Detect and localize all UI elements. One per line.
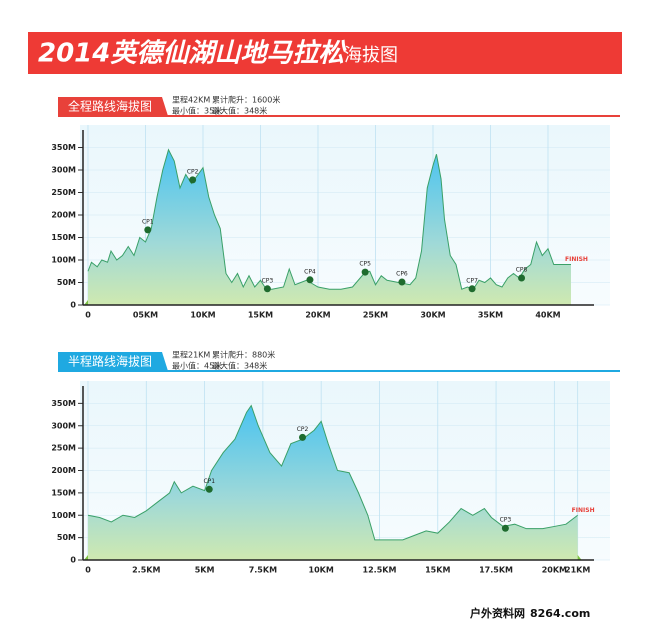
checkpoint-label: CP4 bbox=[304, 268, 316, 275]
x-tick-label: 10KM bbox=[190, 311, 215, 320]
x-tick-label: 05KM bbox=[133, 311, 158, 320]
finish-label: FINISH bbox=[565, 256, 588, 263]
header-title: 2014英德仙湖山地马拉松 bbox=[38, 39, 347, 69]
checkpoint bbox=[306, 276, 314, 284]
checkpoint bbox=[263, 285, 271, 293]
info: 最大值：348米 bbox=[212, 361, 267, 371]
checkpoint bbox=[361, 268, 369, 276]
x-tick-label: 35KM bbox=[478, 311, 503, 320]
y-tick-label: 250M bbox=[51, 188, 76, 197]
watermark: 户外资料网 bbox=[470, 606, 525, 620]
x-tick-label: 17.5KM bbox=[479, 566, 513, 575]
checkpoint-label: CP7 bbox=[466, 277, 478, 284]
x-tick-label: 15KM bbox=[248, 311, 273, 320]
info: 最大值：348米 bbox=[212, 106, 267, 116]
y-tick-label: 100M bbox=[51, 511, 76, 520]
info: 里程42KM bbox=[172, 96, 210, 105]
checkpoint-label: CP6 bbox=[396, 271, 408, 278]
info: 最小值：35米 bbox=[172, 106, 222, 116]
x-tick-label: 40KM bbox=[535, 311, 560, 320]
y-tick-label: 350M bbox=[51, 143, 76, 152]
x-tick-label: 30KM bbox=[420, 311, 445, 320]
y-tick-label: 50M bbox=[57, 533, 76, 542]
y-tick-label: 300M bbox=[51, 421, 76, 430]
info: 里程21KM bbox=[172, 351, 210, 360]
checkpoint-label: CP8 bbox=[516, 267, 528, 274]
checkpoint bbox=[189, 176, 197, 184]
checkpoint bbox=[299, 433, 307, 441]
info: 最小值：45米 bbox=[172, 361, 222, 371]
chart-title: 全程路线海拔图 bbox=[68, 99, 152, 114]
area bbox=[88, 405, 578, 560]
checkpoint bbox=[468, 285, 476, 293]
checkpoint-label: CP5 bbox=[359, 261, 371, 268]
header-subtitle: 海拔图 bbox=[344, 45, 398, 66]
y-tick-label: 150M bbox=[51, 233, 76, 242]
line bbox=[87, 404, 578, 541]
y-tick-label: 150M bbox=[51, 488, 76, 497]
y-tick-label: 300M bbox=[51, 166, 76, 175]
checkpoint-label: CP1 bbox=[203, 478, 215, 485]
x-tick-label: 20KM bbox=[542, 566, 567, 575]
y-tick-label: 250M bbox=[51, 444, 76, 453]
checkpoint-label: CP1 bbox=[142, 218, 154, 225]
x-tick-label: 10KM bbox=[309, 566, 334, 575]
header-banner bbox=[28, 32, 622, 74]
line bbox=[87, 148, 571, 290]
info: 累计爬升：1600米 bbox=[212, 95, 280, 105]
y-tick-label: 0 bbox=[70, 301, 76, 310]
info: 累计爬升：880米 bbox=[212, 350, 275, 360]
checkpoint-label: CP2 bbox=[187, 168, 199, 175]
x-tick-label: 0 bbox=[85, 311, 91, 320]
y-tick-label: 0 bbox=[70, 556, 76, 565]
chart-tab bbox=[58, 97, 168, 116]
y-tick-label: 350M bbox=[51, 399, 76, 408]
chart-title: 半程路线海拔图 bbox=[68, 354, 152, 369]
y-tick-label: 100M bbox=[51, 256, 76, 265]
checkpoint bbox=[501, 524, 509, 532]
checkpoint-label: CP2 bbox=[297, 426, 309, 433]
y-tick-label: 200M bbox=[51, 211, 76, 220]
watermark: 8264.com bbox=[530, 607, 590, 620]
checkpoint-label: CP3 bbox=[500, 517, 512, 524]
checkpoint-label: CP3 bbox=[262, 277, 274, 284]
x-tick-label: 5KM bbox=[195, 566, 215, 575]
x-tick-label: 2.5KM bbox=[132, 566, 160, 575]
x-tick-label: 0 bbox=[85, 566, 91, 575]
y-tick-label: 50M bbox=[57, 278, 76, 287]
finish-label: FINISH bbox=[572, 507, 595, 514]
checkpoint bbox=[518, 274, 526, 282]
x-tick-label: 25KM bbox=[363, 311, 388, 320]
checkpoint bbox=[398, 278, 406, 286]
area bbox=[88, 149, 571, 305]
x-tick-label: 15KM bbox=[425, 566, 450, 575]
checkpoint bbox=[144, 226, 152, 234]
x-tick-label: 20KM bbox=[305, 311, 330, 320]
chart-tab bbox=[58, 352, 168, 371]
x-tick-label: 7.5KM bbox=[249, 566, 277, 575]
checkpoint bbox=[205, 485, 213, 493]
y-tick-label: 200M bbox=[51, 466, 76, 475]
x-tick-label: 12.5KM bbox=[363, 566, 397, 575]
x-tick-label: 21KM bbox=[565, 566, 590, 575]
